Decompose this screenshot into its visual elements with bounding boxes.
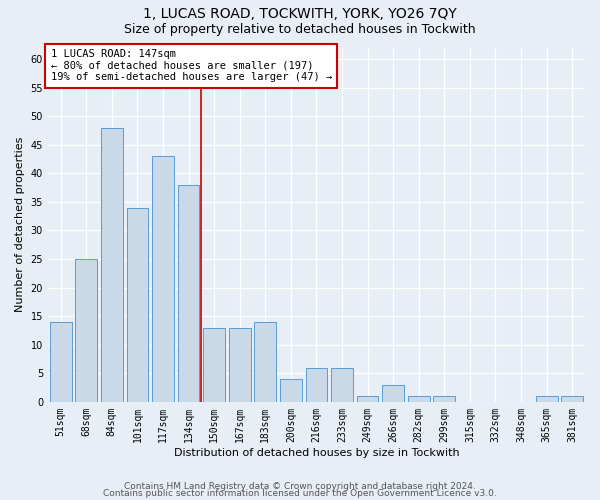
Bar	[562, 396, 583, 402]
Text: 1 LUCAS ROAD: 147sqm
← 80% of detached houses are smaller (197)
19% of semi-deta: 1 LUCAS ROAD: 147sqm ← 80% of detached h…	[50, 50, 332, 82]
Bar	[408, 396, 430, 402]
Bar	[229, 328, 251, 402]
Text: Size of property relative to detached houses in Tockwith: Size of property relative to detached ho…	[124, 22, 476, 36]
Bar	[305, 368, 328, 402]
Bar	[382, 384, 404, 402]
Bar	[127, 208, 148, 402]
Bar	[331, 368, 353, 402]
Bar	[203, 328, 225, 402]
Text: Contains HM Land Registry data © Crown copyright and database right 2024.: Contains HM Land Registry data © Crown c…	[124, 482, 476, 491]
Bar	[50, 322, 71, 402]
Text: 1, LUCAS ROAD, TOCKWITH, YORK, YO26 7QY: 1, LUCAS ROAD, TOCKWITH, YORK, YO26 7QY	[143, 8, 457, 22]
Y-axis label: Number of detached properties: Number of detached properties	[15, 137, 25, 312]
Bar	[101, 128, 123, 402]
Bar	[178, 184, 199, 402]
Bar	[536, 396, 557, 402]
Text: Contains public sector information licensed under the Open Government Licence v3: Contains public sector information licen…	[103, 490, 497, 498]
Bar	[280, 379, 302, 402]
Bar	[152, 156, 174, 402]
X-axis label: Distribution of detached houses by size in Tockwith: Distribution of detached houses by size …	[173, 448, 459, 458]
Bar	[357, 396, 379, 402]
Bar	[254, 322, 276, 402]
Bar	[76, 259, 97, 402]
Bar	[433, 396, 455, 402]
